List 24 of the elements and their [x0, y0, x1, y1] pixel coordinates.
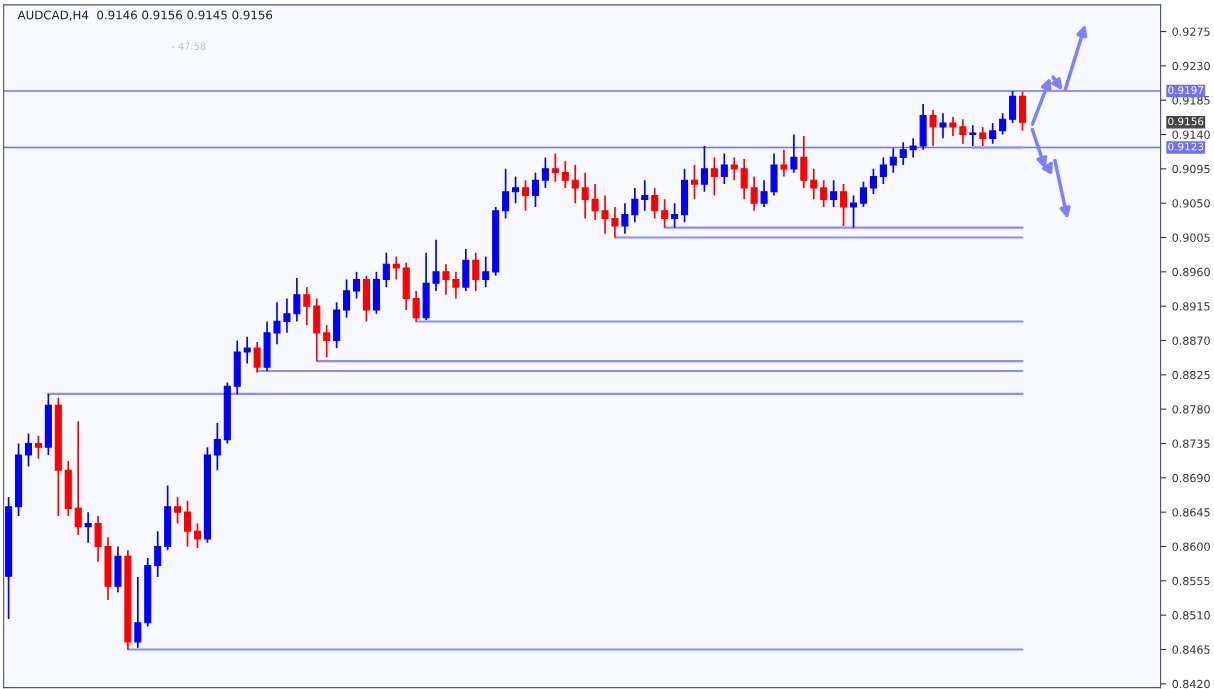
y-tick-label: 0.9275 — [1172, 27, 1210, 36]
y-tick-label: 0.9230 — [1172, 61, 1210, 71]
y-tick-label: 0.8825 — [1172, 370, 1210, 380]
y-tick-label: 0.8735 — [1172, 439, 1210, 448]
ref-line-label: 0.9123 — [1168, 142, 1204, 151]
annotation: - 47:58 — [171, 42, 206, 50]
y-tick-label: 0.9140 — [1172, 130, 1210, 139]
y-tick-label: 0.8645 — [1172, 508, 1210, 517]
text: 0.9156 — [1168, 117, 1204, 126]
y-tick-label: 0.8915 — [1172, 302, 1210, 311]
y-tick-label: 0.8465 — [1172, 645, 1210, 654]
y-tick-label: 0.9050 — [1172, 199, 1210, 208]
y-tick-label: 0.8690 — [1172, 473, 1210, 483]
y-tick-label: 0.9005 — [1172, 233, 1210, 242]
y-tick-label: 0.8420 — [1172, 679, 1210, 689]
y-tick-label: 0.8780 — [1172, 405, 1210, 414]
y-tick-label: 0.9095 — [1172, 164, 1210, 174]
y-tick-label: 0.8510 — [1172, 611, 1210, 620]
y-tick-label: 0.8555 — [1172, 576, 1210, 586]
y-tick-label: 0.8600 — [1172, 542, 1210, 551]
y-tick-label: 0.8960 — [1172, 267, 1210, 277]
ref-line-label: 0.9197 — [1168, 86, 1204, 95]
y-tick-label: 0.8870 — [1172, 336, 1210, 345]
chart-title: AUDCAD,H4 0.9146 0.9156 0.9145 0.9156 — [17, 10, 273, 21]
